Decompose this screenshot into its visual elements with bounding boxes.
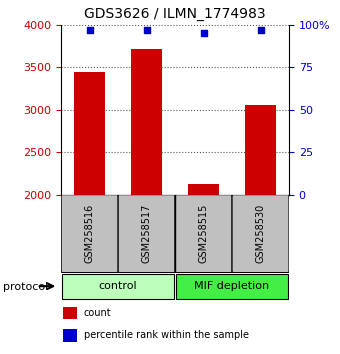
Text: control: control — [99, 281, 137, 291]
Bar — [64, 307, 77, 320]
FancyBboxPatch shape — [61, 195, 118, 273]
Point — [87, 27, 92, 33]
Text: GSM258517: GSM258517 — [142, 204, 152, 263]
FancyBboxPatch shape — [62, 274, 174, 299]
Text: GSM258530: GSM258530 — [256, 204, 266, 263]
Text: protocol: protocol — [3, 282, 48, 292]
FancyBboxPatch shape — [118, 195, 175, 273]
Text: GSM258515: GSM258515 — [199, 204, 208, 263]
Text: GSM258516: GSM258516 — [85, 204, 95, 263]
Text: MIF depletion: MIF depletion — [194, 281, 270, 291]
Bar — [245, 105, 276, 195]
Point — [201, 30, 206, 36]
Bar — [74, 72, 105, 195]
Text: count: count — [84, 308, 112, 318]
Bar — [188, 184, 219, 195]
Title: GDS3626 / ILMN_1774983: GDS3626 / ILMN_1774983 — [84, 7, 266, 21]
Point — [258, 27, 263, 33]
Text: percentile rank within the sample: percentile rank within the sample — [84, 330, 249, 341]
FancyBboxPatch shape — [176, 274, 288, 299]
Bar — [131, 48, 162, 195]
FancyBboxPatch shape — [175, 195, 232, 273]
FancyBboxPatch shape — [232, 195, 289, 273]
Bar — [64, 329, 77, 342]
Point — [144, 27, 149, 33]
